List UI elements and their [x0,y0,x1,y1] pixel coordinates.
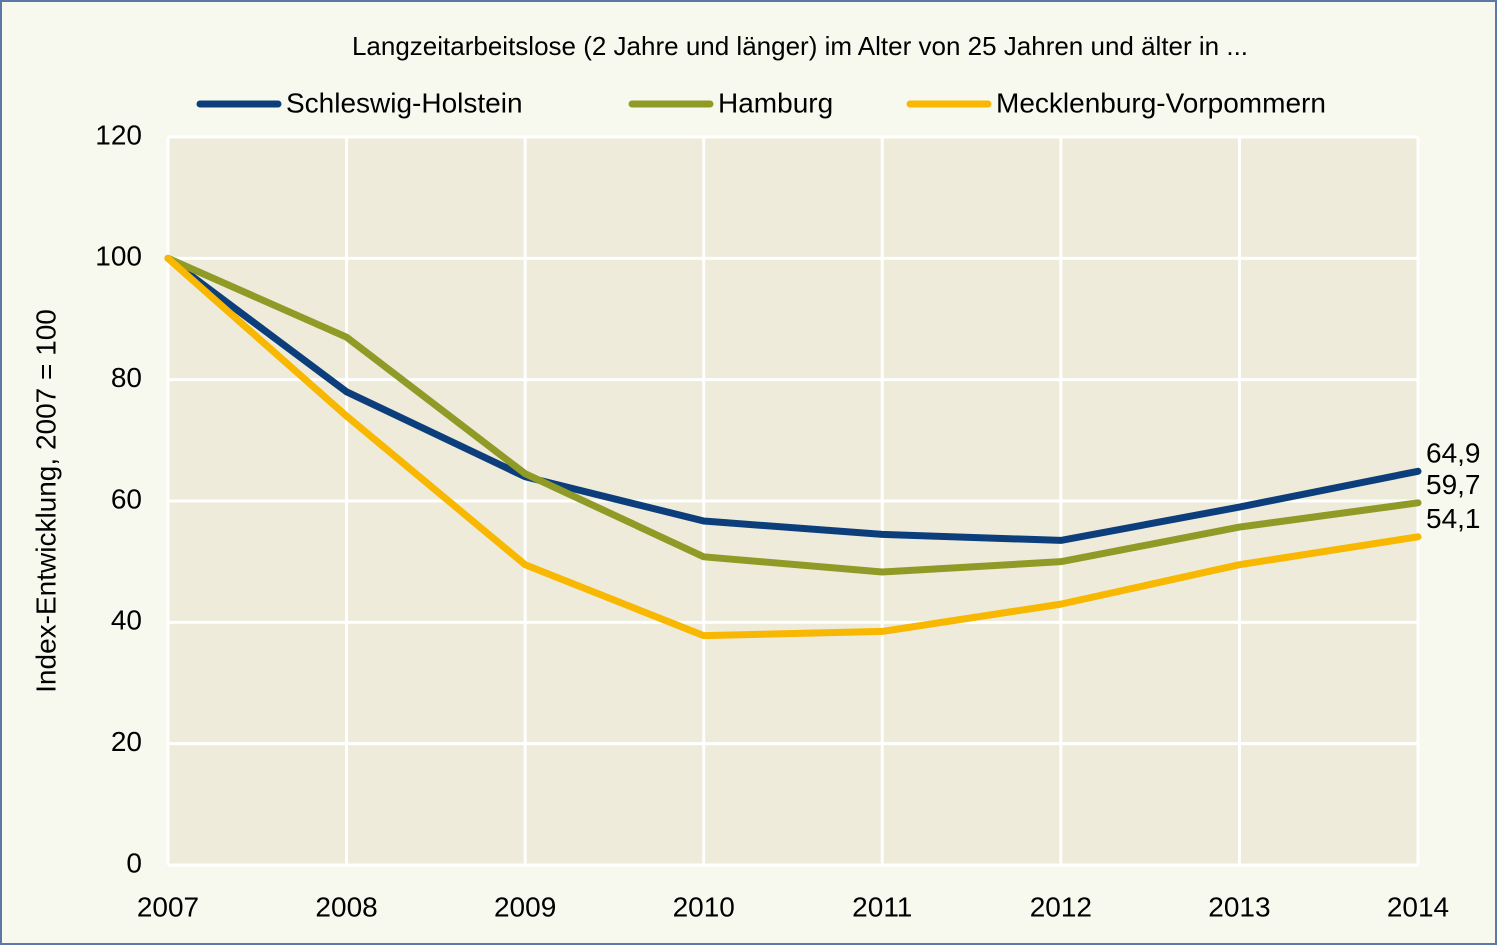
legend-label: Schleswig-Holstein [286,87,523,118]
x-tick-label: 2012 [1030,891,1092,922]
y-tick-label: 40 [111,605,142,636]
x-tick-label: 2013 [1208,891,1270,922]
x-tick-label: 2014 [1387,891,1449,922]
y-tick-label: 100 [95,241,142,272]
y-axis-label: Index-Entwicklung, 2007 = 100 [30,309,61,693]
value-label: 59,7 [1426,469,1481,500]
x-tick-label: 2011 [852,891,912,922]
x-tick-label: 2010 [673,891,735,922]
value-label: 54,1 [1426,503,1481,534]
y-tick-label: 120 [95,119,142,150]
y-tick-label: 0 [126,847,142,878]
value-label: 64,9 [1426,438,1481,469]
y-tick-label: 80 [111,362,142,393]
series-line [164,254,1422,640]
x-tick-label: 2008 [315,891,377,922]
series-line [164,254,1422,544]
x-tick-label: 2007 [137,891,199,922]
legend-label: Mecklenburg-Vorpommern [996,87,1326,118]
y-tick-label: 60 [111,483,142,514]
y-tick-label: 20 [111,726,142,757]
legend-label: Hamburg [718,87,833,118]
chart-title: Langzeitarbeitslose (2 Jahre und länger)… [352,31,1248,61]
x-tick-label: 2009 [494,891,556,922]
series-line [164,254,1422,576]
